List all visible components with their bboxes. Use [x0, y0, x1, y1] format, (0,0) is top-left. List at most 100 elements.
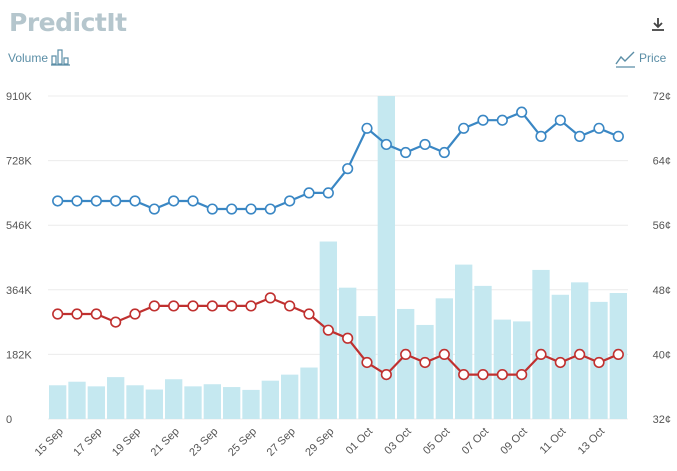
price-point — [168, 195, 180, 207]
volume-tick-label: 182K — [6, 349, 32, 361]
price-point — [52, 195, 64, 207]
volume-label: Volume — [8, 51, 48, 65]
price-point — [496, 114, 508, 126]
volume-bar — [377, 96, 395, 419]
price-point — [264, 292, 276, 304]
price-point — [206, 203, 218, 215]
volume-legend[interactable]: Volume — [8, 49, 70, 66]
price-point — [516, 368, 528, 381]
date-tick-label: 19 Sep — [110, 426, 143, 459]
price-point — [593, 356, 605, 369]
price-point — [129, 308, 141, 320]
volume-bar — [87, 386, 105, 419]
price-point — [245, 203, 257, 215]
price-point — [612, 130, 624, 142]
price-point — [361, 356, 373, 369]
date-tick-label: 23 Sep — [187, 426, 220, 459]
volume-tick-label: 728K — [6, 156, 32, 168]
price-point — [264, 203, 276, 215]
volume-tick-label: 546K — [6, 220, 32, 232]
price-point — [380, 368, 392, 381]
price-point — [187, 195, 199, 207]
date-tick-label: 21 Sep — [149, 426, 182, 459]
predictit-logo[interactable]: PredictIt — [9, 8, 128, 37]
price-point — [71, 195, 83, 207]
price-lines — [52, 106, 624, 381]
price-axis: 32¢ 40¢ 48¢ 56¢ 64¢ 72¢ — [653, 91, 671, 426]
date-tick-label: 11 Oct — [538, 426, 569, 457]
volume-tick-label: 910K — [6, 91, 32, 103]
price-point — [535, 130, 547, 142]
date-tick-label: 07 Oct — [460, 426, 491, 457]
price-point — [554, 356, 566, 369]
price-point — [400, 348, 412, 361]
price-point — [574, 130, 586, 142]
volume-bar — [184, 386, 202, 419]
price-point — [90, 308, 102, 320]
price-point — [516, 106, 528, 118]
price-point — [342, 332, 354, 344]
date-tick-label: 09 Oct — [498, 426, 529, 457]
date-tick-label: 03 Oct — [382, 426, 413, 457]
price-point — [226, 300, 238, 312]
date-tick-label: 17 Sep — [71, 426, 104, 459]
price-point — [438, 348, 450, 361]
price-point — [458, 122, 470, 134]
price-point — [284, 195, 296, 207]
price-point — [342, 163, 354, 175]
date-tick-label: 25 Sep — [226, 426, 259, 459]
price-point — [206, 300, 218, 312]
price-point — [322, 187, 334, 199]
price-point — [322, 324, 334, 336]
volume-bar — [261, 380, 279, 419]
price-point — [593, 122, 605, 134]
price-point — [52, 308, 64, 320]
date-tick-label: 05 Oct — [421, 426, 452, 457]
price-point — [110, 316, 122, 328]
price-point — [419, 138, 431, 151]
volume-bars — [49, 96, 627, 419]
price-legend[interactable]: Price — [615, 51, 667, 68]
volume-tick-label: 0 — [6, 414, 12, 426]
volume-bar — [203, 384, 221, 419]
price-point — [477, 368, 489, 381]
price-tick-label: 56¢ — [653, 220, 671, 232]
price-point — [438, 146, 450, 159]
price-point — [496, 368, 508, 381]
price-point — [168, 300, 180, 312]
price-tick-label: 72¢ — [653, 91, 671, 103]
volume-bar — [223, 387, 241, 419]
gridlines — [48, 95, 628, 420]
download-icon[interactable] — [648, 14, 668, 34]
volume-tick-label: 364K — [6, 285, 32, 297]
volume-bar — [126, 385, 144, 419]
bar-chart-icon — [51, 49, 70, 66]
volume-bar — [455, 264, 473, 419]
price-point — [303, 187, 315, 199]
date-axis: 15 Sep 17 Sep 19 Sep 21 Sep 23 Sep 25 Sep 27 S… — [33, 426, 607, 459]
volume-bar — [397, 308, 415, 419]
date-tick-label: 27 Sep — [265, 426, 298, 459]
price-point — [361, 122, 373, 134]
price-point — [226, 203, 238, 215]
volume-bar — [242, 389, 260, 419]
volume-bar — [49, 385, 67, 419]
price-point — [245, 300, 257, 312]
price-point — [187, 300, 199, 312]
volume-axis: 0 182K 364K 546K 728K 910K — [6, 91, 32, 426]
price-point — [148, 300, 160, 312]
line-chart-icon — [615, 51, 635, 68]
price-point — [303, 308, 315, 320]
price-point — [574, 348, 586, 361]
volume-bar — [165, 379, 183, 419]
date-tick-label: 01 Oct — [344, 426, 375, 457]
price-point — [380, 138, 392, 151]
price-point — [535, 348, 547, 361]
price-label: Price — [639, 51, 667, 65]
price-point — [90, 195, 102, 207]
price-point — [71, 308, 83, 320]
volume-bar — [107, 377, 125, 419]
volume-bar — [474, 285, 492, 419]
date-tick-label: 29 Sep — [303, 426, 336, 459]
